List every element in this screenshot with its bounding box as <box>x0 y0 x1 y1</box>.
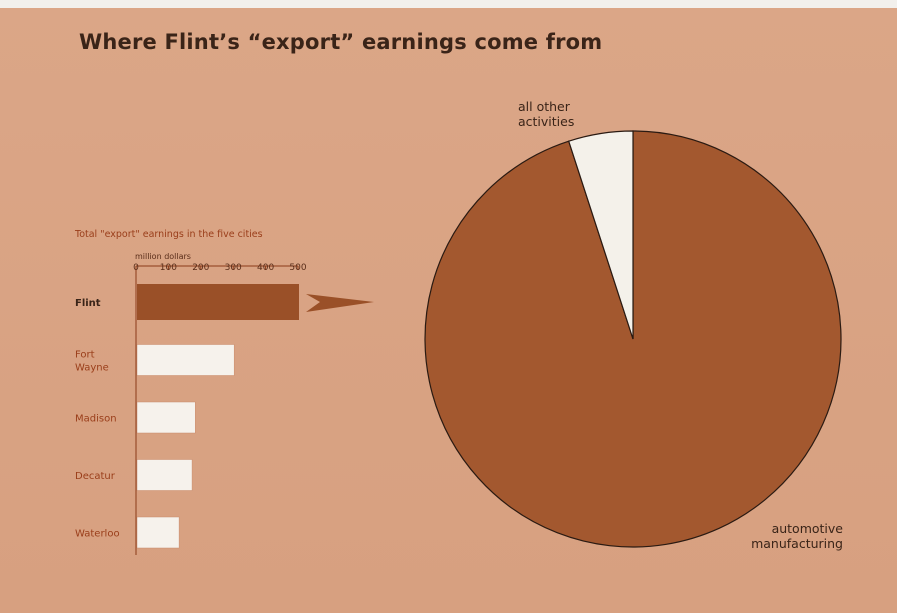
pie-label-line: manufacturing <box>751 536 843 551</box>
bar-axis-unit-label: million dollars <box>135 252 191 261</box>
bar-tick-label: 0 <box>133 263 139 273</box>
bar-fort-wayne <box>136 344 235 376</box>
bar-tick-label: 400 <box>257 263 274 273</box>
bar-tick-label: 300 <box>225 263 242 273</box>
bar-category-label: Waterloo <box>75 529 120 540</box>
bar-tick-label: 100 <box>160 263 177 273</box>
bar-category-label: Fort <box>75 350 95 361</box>
bar-category-label: Decatur <box>75 471 116 482</box>
bar-category-label: Wayne <box>75 363 109 374</box>
pie-label-line: automotive <box>771 521 843 536</box>
bar-category-label: Madison <box>75 414 117 425</box>
bar-madison <box>136 401 196 434</box>
pointer-arrow <box>306 294 374 312</box>
bar-tick-label: 500 <box>289 263 306 273</box>
bar-decatur <box>136 459 193 491</box>
bar-category-label: Flint <box>75 298 101 309</box>
top-border <box>0 0 897 8</box>
bar-chart-title: Total "export" earnings in the five citi… <box>75 229 263 240</box>
pie-slice-all-other-activities <box>567 130 634 340</box>
chart-title: Where Flint’s “export” earnings come fro… <box>79 30 603 54</box>
pie-label-all-other-activities: all other activities <box>518 99 574 129</box>
bar-tick-label: 200 <box>192 263 209 273</box>
pie-label-line: all other <box>518 99 570 114</box>
pie-label-line: activities <box>518 114 575 129</box>
bar-waterloo <box>136 516 180 549</box>
pie-label-automotive-manufacturing: automotive manufacturing <box>741 521 843 551</box>
bar-flint <box>137 284 299 320</box>
